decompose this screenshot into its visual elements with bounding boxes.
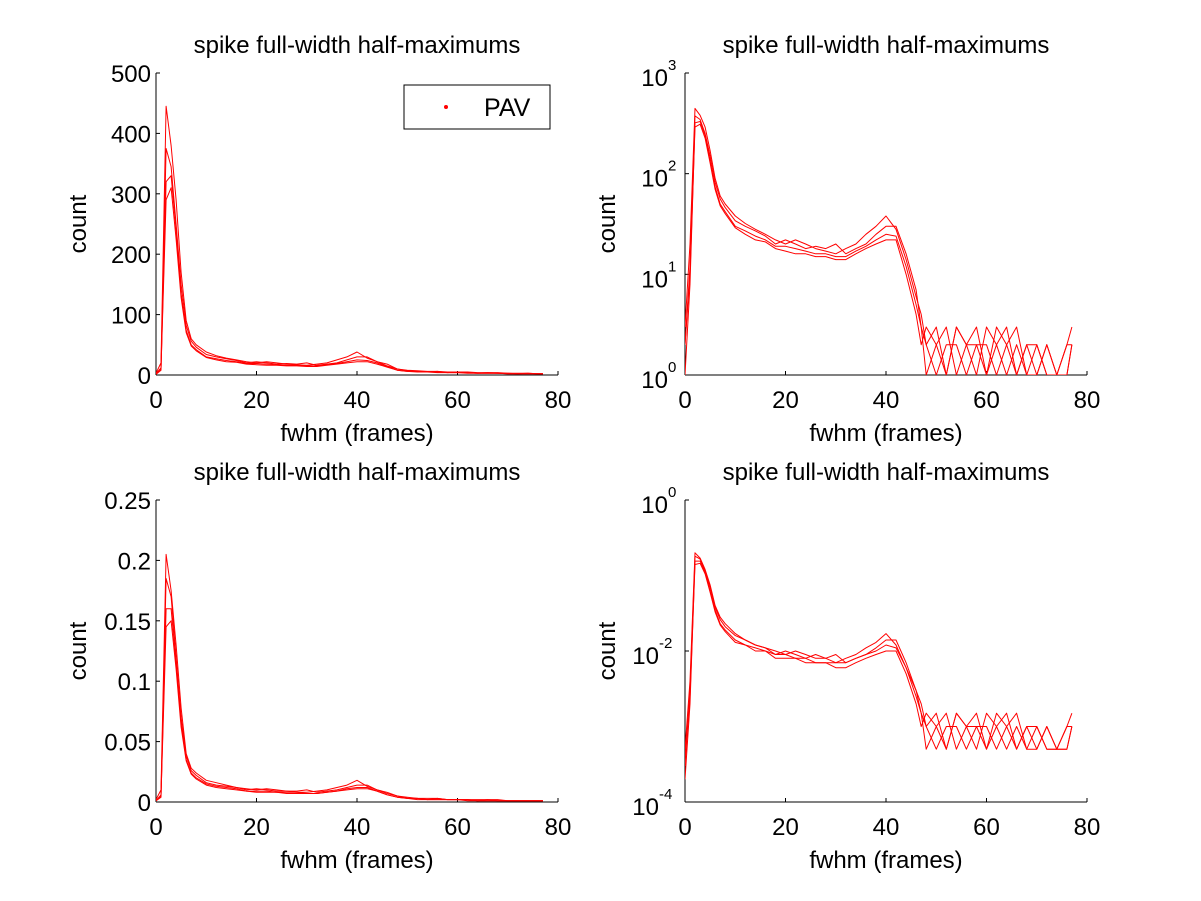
x-tick-label: 80 bbox=[1074, 387, 1101, 414]
chart-title: spike full-width half-maximums bbox=[723, 32, 1050, 59]
x-axis-label: fwhm (frames) bbox=[280, 420, 433, 447]
y-tick-label-base: 10 bbox=[641, 166, 668, 193]
x-tick-label: 20 bbox=[772, 814, 799, 841]
y-tick-label: 0 bbox=[138, 790, 151, 817]
x-tick-label: 0 bbox=[149, 814, 162, 841]
chart-panel-bottom-left: 0 20 40 60 80 0 0.05 0.1 0.15 0.2 0.25 spike full-w… bbox=[65, 459, 571, 874]
y-tick-label: 400 bbox=[111, 121, 151, 148]
series-line-1 bbox=[685, 107, 1073, 375]
series-line-1 bbox=[685, 552, 1073, 750]
series-line-2 bbox=[685, 555, 1072, 767]
series-line-3 bbox=[685, 121, 1073, 375]
series-group bbox=[156, 105, 543, 375]
series-line-4 bbox=[685, 123, 1073, 375]
y-tick-label-base: 10 bbox=[641, 367, 668, 394]
series-line-2 bbox=[156, 578, 543, 802]
series-line-2 bbox=[156, 148, 543, 375]
x-tick-label: 0 bbox=[678, 387, 691, 414]
series-line-1 bbox=[156, 553, 543, 802]
series-line-3 bbox=[156, 175, 543, 375]
y-tick-label: 300 bbox=[111, 182, 151, 209]
legend-label: PAV bbox=[484, 94, 531, 122]
y-tick-label: 200 bbox=[111, 242, 151, 269]
series-group bbox=[156, 553, 543, 802]
x-tick-label: 40 bbox=[344, 387, 371, 414]
x-tick-label: 40 bbox=[873, 387, 900, 414]
y-tick-label: 100 bbox=[111, 303, 151, 330]
y-tick-label-base: 10 bbox=[632, 643, 659, 670]
y-tick-label: 0.25 bbox=[104, 488, 151, 515]
x-tick-label: 0 bbox=[678, 814, 691, 841]
y-tick-label: 0.2 bbox=[118, 548, 151, 575]
x-axis-label: fwhm (frames) bbox=[280, 847, 433, 874]
series-line-4 bbox=[156, 620, 543, 802]
series-line-2 bbox=[685, 115, 1072, 375]
x-tick-label: 60 bbox=[973, 387, 1000, 414]
x-tick-label: 0 bbox=[149, 387, 162, 414]
y-axis-label: count bbox=[65, 194, 92, 253]
x-tick-label: 20 bbox=[772, 387, 799, 414]
series-line-4 bbox=[685, 562, 1073, 757]
y-tick-label: 0.05 bbox=[104, 730, 151, 757]
y-tick-label-base: 10 bbox=[632, 794, 659, 821]
chart-panel-top-left: 0 20 40 60 80 0 100 200 300 400 500 spike full-widt… bbox=[65, 32, 571, 447]
chart-title: spike full-width half-maximums bbox=[194, 459, 521, 486]
y-tick-label-exponent: -2 bbox=[659, 635, 672, 652]
y-tick-label-exponent: 3 bbox=[668, 57, 676, 74]
x-tick-label: 80 bbox=[545, 387, 572, 414]
x-tick-label: 20 bbox=[243, 814, 270, 841]
y-tick-label-exponent: 0 bbox=[668, 484, 676, 501]
series-line-1 bbox=[156, 105, 543, 375]
series-line-4 bbox=[156, 187, 543, 375]
legend: PAV bbox=[403, 84, 551, 130]
legend-marker bbox=[444, 105, 448, 109]
y-tick-label-exponent: 2 bbox=[668, 158, 676, 175]
y-tick-label: 500 bbox=[111, 61, 151, 88]
y-tick-label-base: 10 bbox=[641, 492, 668, 519]
x-tick-label: 60 bbox=[444, 814, 471, 841]
y-tick-label-exponent: 1 bbox=[668, 258, 676, 275]
y-axis-label: count bbox=[65, 621, 92, 680]
x-tick-label: 60 bbox=[973, 814, 1000, 841]
y-axis-label: count bbox=[594, 621, 621, 680]
y-tick-label-base: 10 bbox=[641, 266, 668, 293]
y-tick-label: 0.15 bbox=[104, 609, 151, 636]
y-tick-label-exponent: 0 bbox=[668, 359, 676, 376]
x-tick-label: 80 bbox=[545, 814, 572, 841]
x-tick-label: 40 bbox=[873, 814, 900, 841]
x-axis-label: fwhm (frames) bbox=[809, 847, 962, 874]
series-line-3 bbox=[156, 608, 543, 802]
x-axis-label: fwhm (frames) bbox=[809, 420, 962, 447]
y-tick-label-exponent: -4 bbox=[659, 786, 672, 803]
y-tick-label-base: 10 bbox=[641, 65, 668, 92]
x-tick-label: 40 bbox=[344, 814, 371, 841]
chart-title: spike full-width half-maximums bbox=[194, 32, 521, 59]
y-tick-label: 0 bbox=[138, 363, 151, 390]
y-tick-label: 0.1 bbox=[118, 669, 151, 696]
series-group bbox=[685, 107, 1073, 375]
chart-title: spike full-width half-maximums bbox=[723, 459, 1050, 486]
legend-box bbox=[403, 84, 551, 130]
series-group bbox=[685, 552, 1073, 780]
x-tick-label: 60 bbox=[444, 387, 471, 414]
x-tick-label: 20 bbox=[243, 387, 270, 414]
x-tick-label: 80 bbox=[1074, 814, 1101, 841]
y-axis-label: count bbox=[594, 194, 621, 253]
series-line-3 bbox=[685, 560, 1073, 780]
